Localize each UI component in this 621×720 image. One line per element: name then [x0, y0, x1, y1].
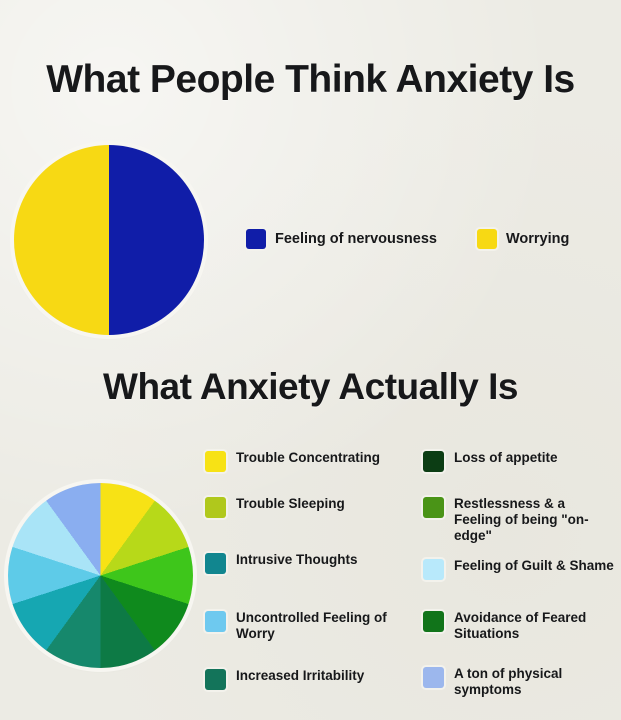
legend-swatch-icon [246, 229, 266, 249]
page-title-first: What People Think Anxiety Is [46, 58, 575, 101]
legend-item[interactable]: Avoidance of Feared Situations [423, 610, 615, 666]
legend-swatch-icon [423, 559, 444, 580]
legend-item-label: Trouble Concentrating [236, 450, 381, 465]
legend-item-label: Feeling of Guilt & Shame [454, 558, 614, 573]
legend-swatch-icon [205, 611, 226, 632]
legend-swatch-icon [423, 451, 444, 472]
legend-item[interactable]: A ton of physical symptoms [423, 666, 615, 712]
legend-item[interactable]: Loss of appetite [423, 450, 615, 496]
legend-swatch-icon [423, 497, 444, 518]
legend-column-right: Loss of appetite Restlessness & a Feelin… [423, 450, 615, 714]
legend-item-label: Increased Irritability [236, 668, 365, 683]
legend-swatch-icon [205, 553, 226, 574]
legend-item[interactable]: Feeling of nervousness [246, 229, 437, 249]
legend-item[interactable]: Trouble Concentrating [205, 450, 423, 496]
legend-swatch-icon [423, 611, 444, 632]
legend-item[interactable]: Feeling of Guilt & Shame [423, 558, 615, 610]
legend-item[interactable]: Increased Irritability [205, 668, 423, 714]
legend-item[interactable]: Worrying [476, 229, 570, 249]
legend-item[interactable]: Intrusive Thoughts [205, 552, 423, 610]
legend-swatch-icon [423, 667, 444, 688]
legend-swatch-icon [205, 451, 226, 472]
legend-item[interactable]: Uncontrolled Feeling of Worry [205, 610, 423, 668]
legend-item[interactable]: Restlessness & a Feeling of being "on-ed… [423, 496, 615, 558]
legend-perceived-anxiety: Feeling of nervousness Worrying [246, 229, 569, 249]
legend-swatch-icon [476, 229, 497, 249]
legend-item-label: A ton of physical symptoms [454, 666, 563, 697]
pie-chart-actual-anxiety [8, 483, 193, 668]
legend-actual-anxiety: Trouble Concentrating Trouble Sleeping I… [205, 450, 615, 714]
page-title-second: What Anxiety Actually Is [103, 366, 518, 407]
legend-item-label: Worrying [505, 231, 570, 247]
pie-chart-perceived-anxiety [14, 145, 204, 335]
legend-item-label: Intrusive Thoughts [236, 552, 358, 567]
legend-swatch-icon [205, 497, 226, 518]
legend-item[interactable]: Trouble Sleeping [205, 496, 423, 552]
pie-chart-actual-anxiety-disc [8, 483, 193, 668]
pie-chart-perceived-anxiety-disc [14, 145, 204, 335]
legend-item-label: Loss of appetite [454, 450, 558, 465]
legend-swatch-icon [205, 669, 226, 690]
legend-item-label: Feeling of nervousness [275, 231, 437, 247]
legend-item-label: Avoidance of Feared Situations [454, 610, 587, 641]
legend-item-label: Trouble Sleeping [236, 496, 345, 511]
legend-item-label: Restlessness & a Feeling of being "on-ed… [454, 496, 589, 543]
legend-column-left: Trouble Concentrating Trouble Sleeping I… [205, 450, 423, 714]
legend-item-label: Uncontrolled Feeling of Worry [236, 610, 387, 641]
